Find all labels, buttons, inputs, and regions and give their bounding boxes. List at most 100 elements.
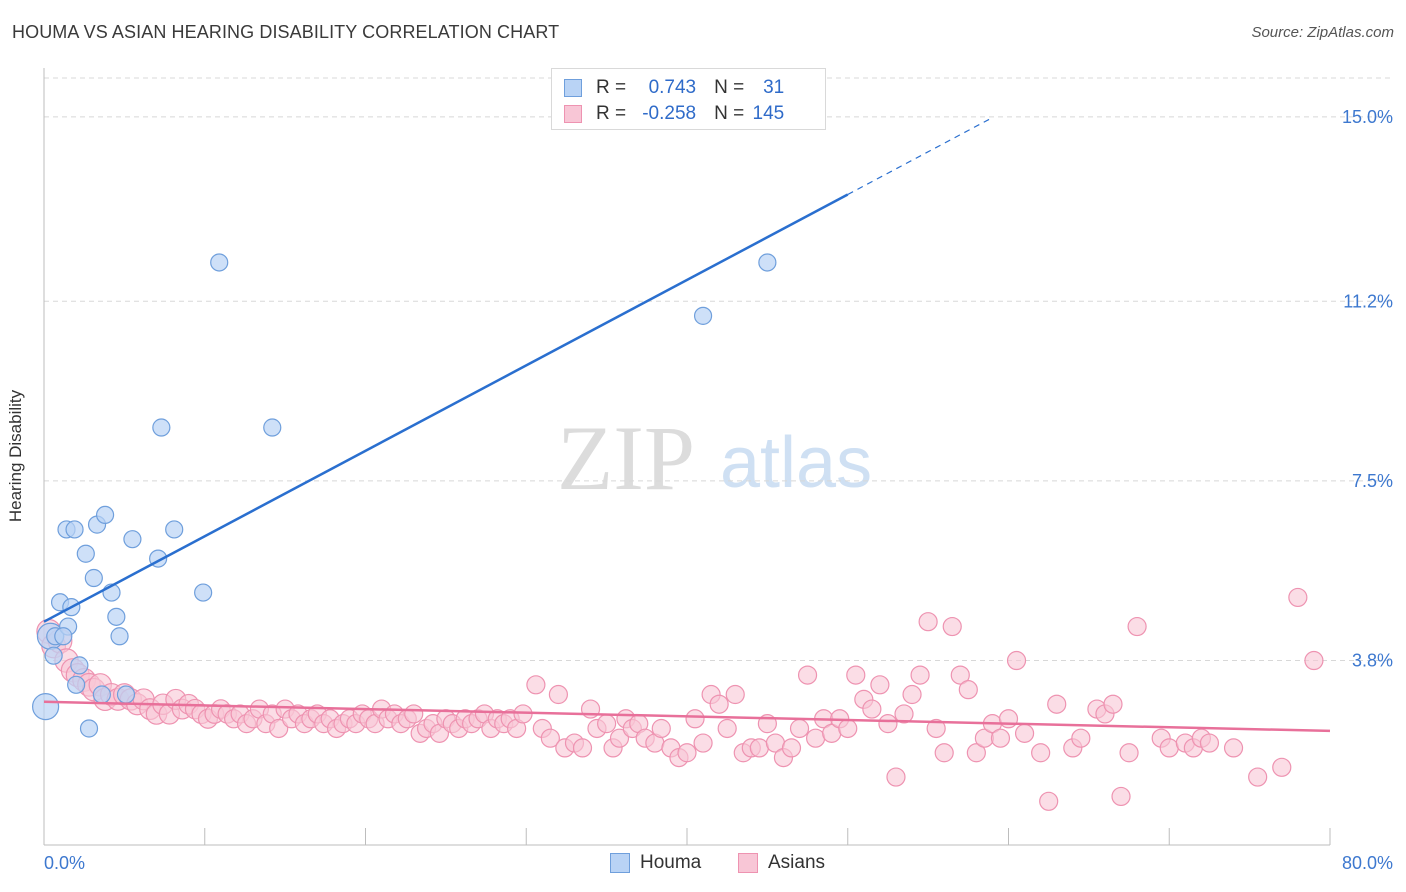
asians-point (1047, 694, 1067, 714)
asians-point (1119, 743, 1139, 763)
houma-point (758, 253, 777, 272)
asians-point (870, 675, 890, 695)
asians-point (269, 718, 289, 739)
watermark-atlas: atlas (720, 423, 872, 503)
houma-point (54, 627, 73, 646)
asians-point (1272, 757, 1292, 777)
asians-point (918, 612, 938, 632)
legend-r-key: R = (596, 103, 627, 124)
asians-point (846, 665, 866, 685)
series-label-houma: Houma (640, 852, 702, 873)
houma-point (44, 646, 63, 665)
legend-r-value-asians: -0.258 (642, 103, 697, 124)
series-swatch-asians (738, 853, 758, 873)
asians-point (958, 680, 978, 700)
houma-point (165, 520, 184, 539)
asians-point (548, 684, 569, 705)
asians-point (1006, 650, 1027, 671)
houma-point (123, 530, 142, 549)
houma-point (95, 505, 115, 524)
watermark-zip: ZIP (557, 407, 695, 509)
series-swatch-houma (610, 853, 630, 873)
asians-point (725, 684, 745, 705)
legend-r-value-houma: 0.743 (648, 77, 697, 98)
series-legend-asians[interactable]: Asians (738, 852, 825, 874)
legend-row-houma: R = 0.743 N = 31 (564, 77, 784, 99)
x-tick-label-min: 0.0% (44, 853, 85, 873)
y-tick-label: 11.2% (1343, 291, 1393, 311)
asians-point (685, 709, 705, 729)
asians-point (797, 665, 818, 685)
asians-point (651, 718, 671, 739)
houma-point (152, 418, 171, 437)
trend-lines (43, 117, 1331, 733)
asians-point (902, 684, 922, 705)
houma-point (70, 656, 89, 675)
x-tick-labels: 0.0% 80.0% (44, 853, 1393, 873)
series-label-asians: Asians (768, 852, 826, 873)
houma-point (84, 568, 103, 588)
legend-swatch-houma (564, 79, 582, 97)
asians-point (998, 709, 1019, 729)
asians-point (749, 738, 769, 758)
houma-trend-extension (847, 117, 993, 196)
asians-point (894, 704, 914, 724)
legend-n-value-asians: 145 (752, 103, 785, 124)
houma-point (210, 253, 229, 272)
houma-points (32, 253, 777, 738)
houma-point (263, 418, 282, 437)
x-tick-label-max: 80.0% (1342, 853, 1393, 873)
asians-point (1248, 767, 1268, 787)
asians-point (540, 728, 560, 748)
asians-trend-line (43, 700, 1331, 733)
y-tick-label: 3.8% (1352, 651, 1393, 671)
asians-point (1199, 733, 1220, 753)
legend-row-asians: R = -0.258 N = 145 (564, 103, 784, 125)
legend-n-value-houma: 31 (763, 77, 785, 98)
houma-point (79, 719, 99, 738)
asians-point (926, 718, 946, 739)
asians-point (597, 714, 617, 734)
legend-n-key: N = (714, 77, 745, 98)
houma-point (65, 520, 84, 539)
asians-point (1288, 587, 1308, 608)
asians-point (404, 704, 424, 724)
asians-point (966, 743, 986, 763)
asians-point (1039, 791, 1059, 811)
chart-title: HOUMA VS ASIAN HEARING DISABILITY CORREL… (12, 22, 560, 42)
asians-point (910, 665, 930, 685)
asians-point (1014, 723, 1035, 743)
houma-point (92, 685, 111, 704)
y-tick-label: 15.0% (1342, 107, 1393, 127)
asians-point (781, 738, 802, 758)
asians-point (1223, 738, 1244, 758)
houma-point (107, 607, 126, 626)
stats-legend: R = 0.743 N = 31 R = -0.258 N = 145 (551, 68, 826, 130)
houma-point (693, 306, 713, 325)
asians-point (990, 728, 1011, 748)
houma-point (110, 627, 129, 646)
asians-point (1127, 616, 1147, 637)
asians-point (878, 714, 898, 734)
houma-point (194, 583, 213, 602)
asians-point (609, 728, 630, 748)
asians-point (526, 675, 546, 695)
asians-point (693, 733, 713, 753)
asians-point (942, 616, 962, 637)
series-legend-houma[interactable]: Houma (610, 852, 701, 874)
asians-point (1103, 694, 1123, 714)
asians-point (862, 699, 882, 719)
houma-point (32, 693, 60, 721)
series-legend: Houma Asians (0, 852, 1406, 876)
asians-point (1071, 728, 1091, 748)
asians-point (717, 718, 737, 739)
asians-point (950, 665, 970, 685)
asians-point (1031, 743, 1051, 763)
source-credit: Source: ZipAtlas.com (1251, 24, 1394, 41)
houma-point (116, 685, 136, 704)
y-tick-labels: 3.8% 7.5% 11.2% 15.0% (1342, 107, 1393, 671)
asians-point (838, 718, 858, 739)
legend-r-key: R = (596, 77, 627, 98)
asians-point (572, 738, 593, 758)
houma-point (67, 675, 86, 694)
